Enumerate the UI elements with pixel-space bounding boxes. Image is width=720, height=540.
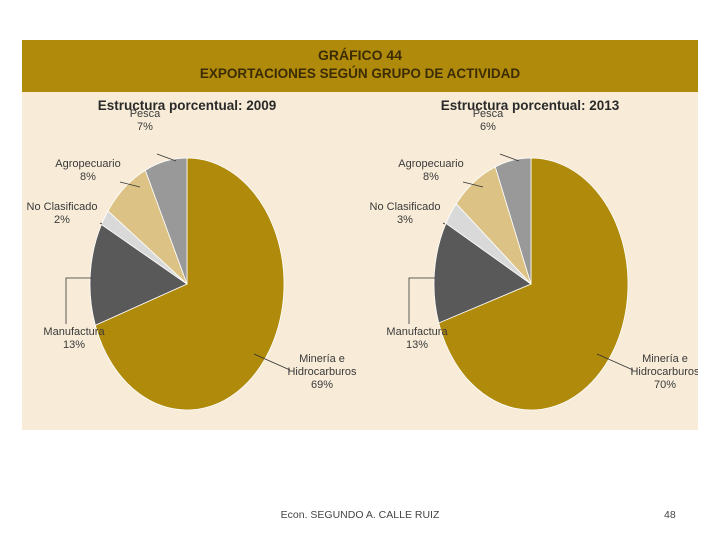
slice-label-mineria-e-hidrocarburos: Hidrocarburos: [630, 366, 698, 378]
pie-slice-manufactura: [89, 223, 188, 326]
chart-main-title: EXPORTACIONES SEGÚN GRUPO DE ACTIVIDAD: [199, 66, 521, 81]
slice-label-pesca: Pesca: [473, 108, 504, 120]
slice-value-agropecuario: 8%: [80, 171, 96, 183]
pie-title: Estructura porcentual: 2013: [441, 98, 620, 113]
page-number: 48: [664, 509, 676, 521]
slice-label-no-clasificado: No Clasificado: [370, 201, 441, 213]
pie-slice-pesca: [144, 157, 188, 285]
leader-line-no-clasificado: [442, 222, 446, 225]
slice-value-no-clasificado: 3%: [397, 214, 413, 226]
pie-chart-2: Estructura porcentual: 2013 Minería eHidr…: [370, 98, 698, 411]
leader-line-pesca: [156, 153, 177, 162]
slice-label-no-clasificado: No Clasificado: [27, 201, 98, 213]
chart-header: GRÁFICO 44 EXPORTACIONES SEGÚN GRUPO DE …: [22, 40, 698, 92]
slice-label-mineria-e-hidrocarburos: Minería e: [299, 353, 345, 365]
leader-line-agropecuario: [462, 181, 484, 188]
slice-value-pesca: 6%: [480, 121, 496, 133]
leader-line-mineria-e-hidrocarburos: [596, 353, 634, 371]
slice-label-manufactura: Manufactura: [386, 326, 448, 338]
slice-label-mineria-e-hidrocarburos: Minería e: [642, 353, 688, 365]
slice-label-manufactura: Manufactura: [43, 326, 105, 338]
slice-label-mineria-e-hidrocarburos: Hidrocarburos: [287, 366, 357, 378]
pie-chart-1: Estructura porcentual: 2009 Minería eHidr…: [27, 98, 357, 411]
slice-label-agropecuario: Agropecuario: [55, 158, 120, 170]
slice-label-agropecuario: Agropecuario: [398, 158, 463, 170]
slice-value-agropecuario: 8%: [423, 171, 439, 183]
footer-author: Econ. SEGUNDO A. CALLE RUIZ: [280, 509, 440, 521]
slice-value-mineria-e-hidrocarburos: 70%: [654, 379, 676, 391]
leader-line-pesca: [499, 153, 520, 162]
pie-slice-manufactura: [433, 222, 532, 324]
leader-line-no-clasificado: [99, 222, 103, 225]
slice-value-mineria-e-hidrocarburos: 69%: [311, 379, 333, 391]
slice-value-manufactura: 13%: [406, 339, 428, 351]
chart-figure: GRÁFICO 44 EXPORTACIONES SEGÚN GRUPO DE …: [22, 40, 698, 430]
leader-line-mineria-e-hidrocarburos: [253, 353, 291, 371]
leader-line-manufactura: [65, 277, 92, 324]
slice-label-pesca: Pesca: [130, 108, 161, 120]
slice-value-manufactura: 13%: [63, 339, 85, 351]
leader-line-agropecuario: [119, 181, 141, 188]
leader-line-manufactura: [408, 277, 435, 324]
slice-value-pesca: 7%: [137, 121, 153, 133]
chart-number-title: GRÁFICO 44: [317, 47, 402, 63]
slice-value-no-clasificado: 2%: [54, 214, 70, 226]
pie-slice-pesca: [494, 157, 532, 285]
pie-title: Estructura porcentual: 2009: [98, 98, 277, 113]
pie-slice-mineria-e-hidrocarburos: [94, 157, 285, 411]
pie-slice-mineria-e-hidrocarburos: [438, 157, 629, 411]
